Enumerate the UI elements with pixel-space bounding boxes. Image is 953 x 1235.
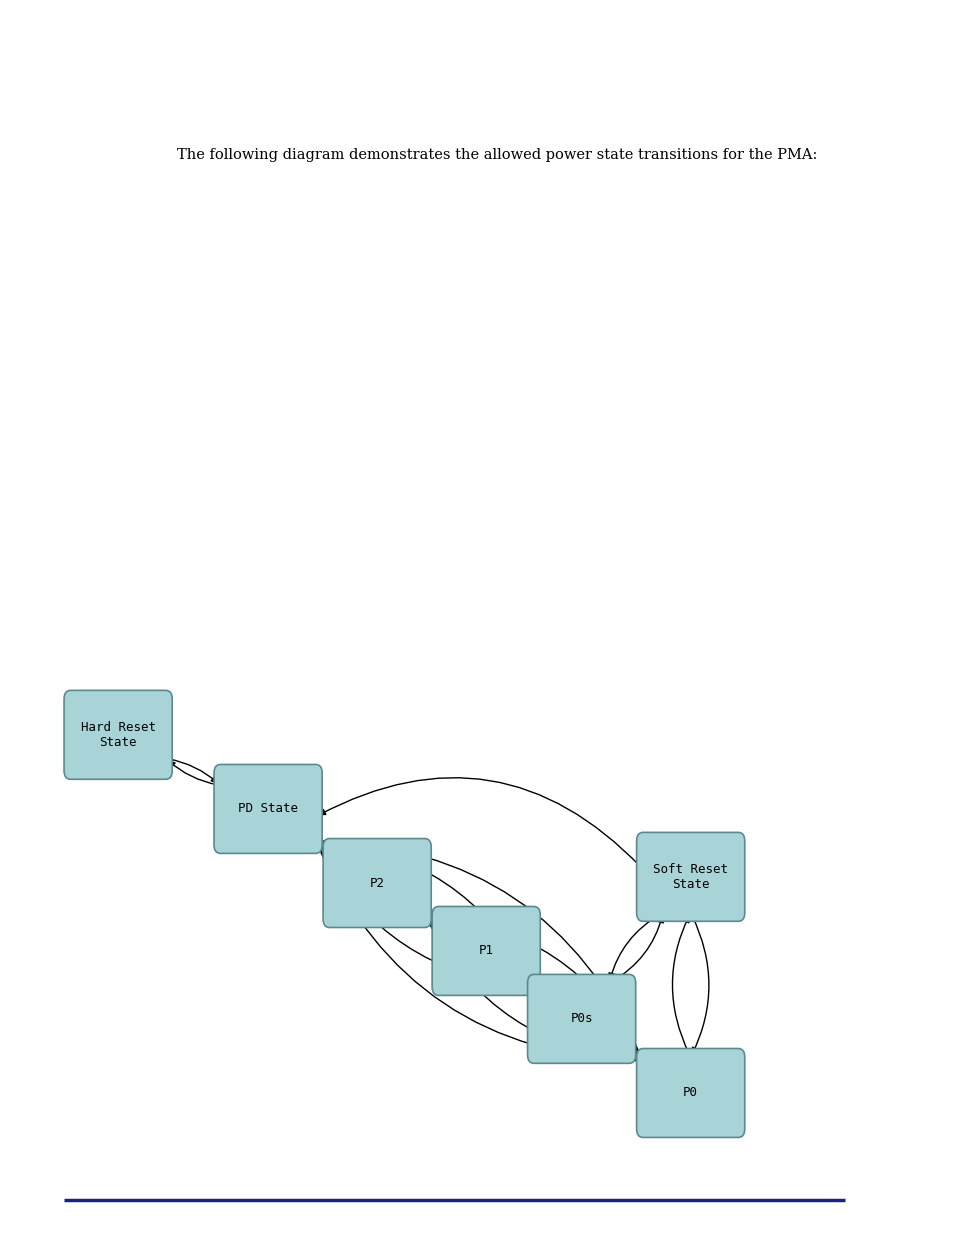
Text: Soft Reset
State: Soft Reset State	[653, 863, 727, 890]
FancyBboxPatch shape	[213, 764, 322, 853]
FancyBboxPatch shape	[636, 1049, 744, 1137]
Text: P0: P0	[682, 1087, 698, 1099]
Text: Hard Reset
State: Hard Reset State	[81, 721, 155, 748]
FancyBboxPatch shape	[323, 839, 431, 927]
Text: P1: P1	[478, 945, 494, 957]
Text: P2: P2	[369, 877, 384, 889]
Text: P0s: P0s	[570, 1013, 592, 1025]
FancyBboxPatch shape	[64, 690, 172, 779]
FancyBboxPatch shape	[527, 974, 635, 1063]
Text: PD State: PD State	[238, 803, 297, 815]
FancyBboxPatch shape	[636, 832, 744, 921]
Text: The following diagram demonstrates the allowed power state transitions for the P: The following diagram demonstrates the a…	[177, 148, 817, 162]
FancyBboxPatch shape	[432, 906, 539, 995]
